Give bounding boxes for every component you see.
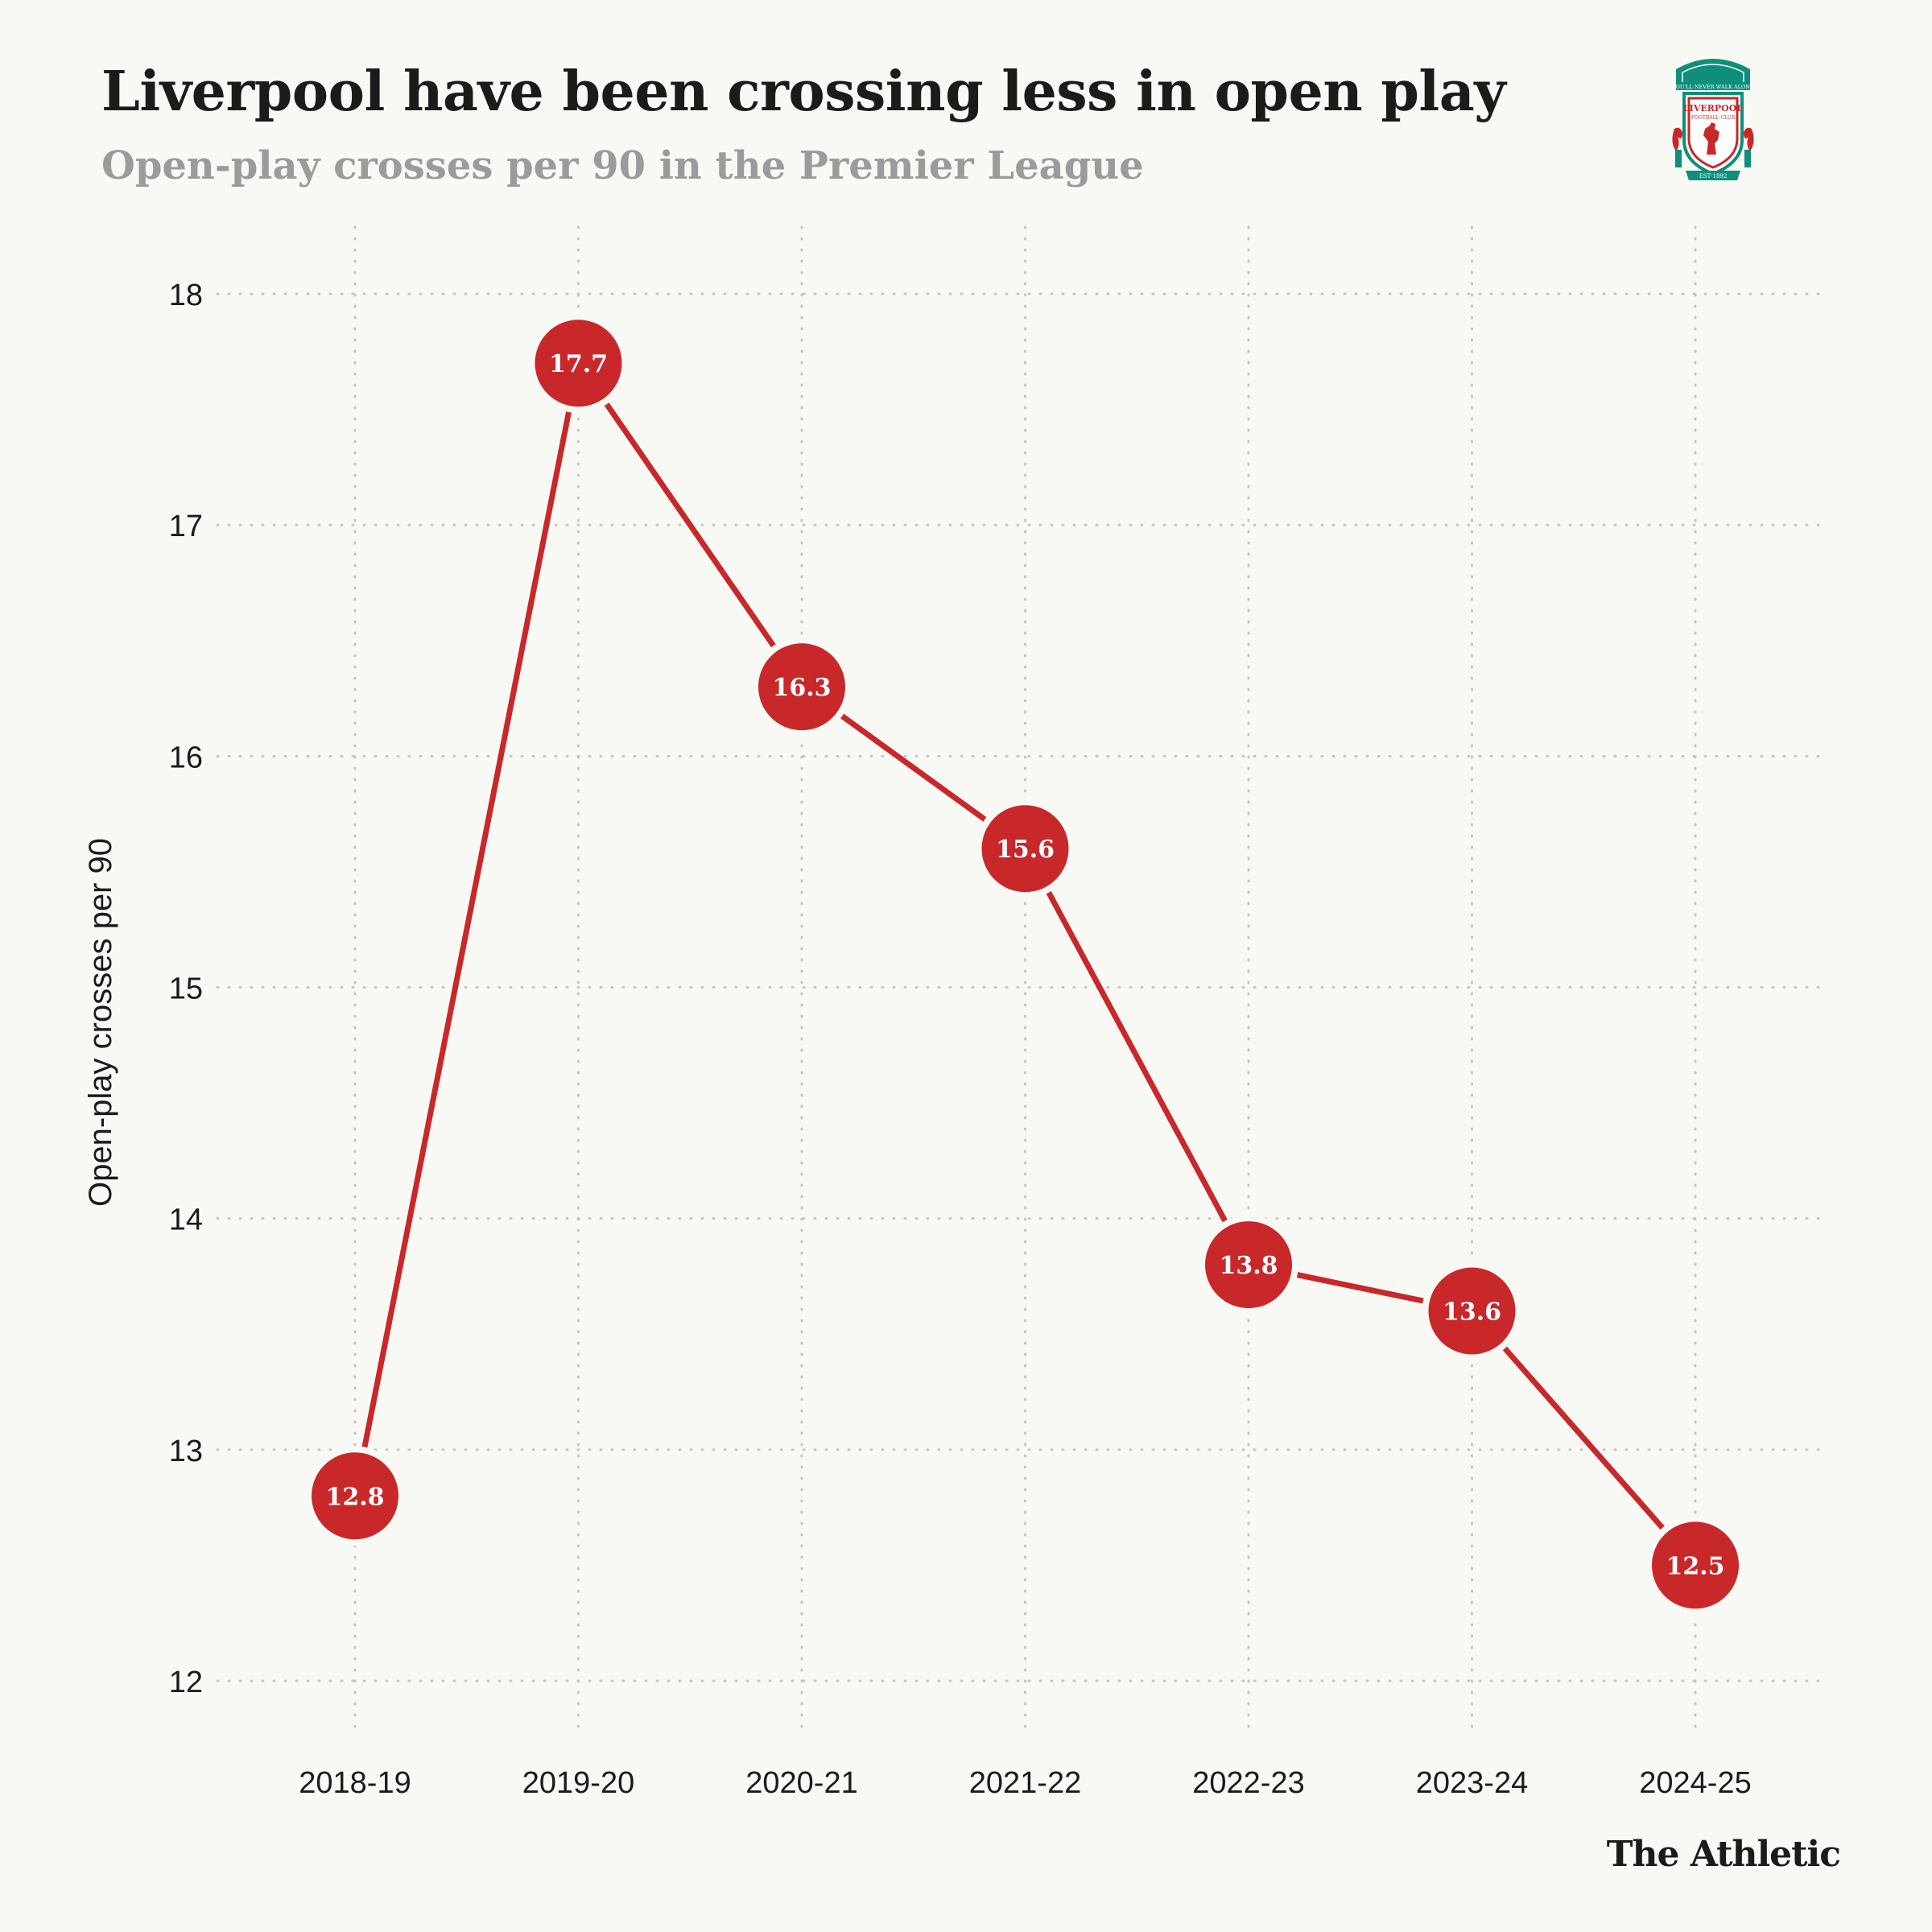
y-tick-label: 15	[169, 972, 203, 1006]
data-markers: 12.8 17.7 16.3 15.6 13.8 13.6 12.5	[305, 313, 1745, 1616]
data-point	[1652, 1521, 1739, 1609]
data-label: 15.6	[996, 836, 1055, 864]
y-tick-label: 16	[169, 741, 203, 774]
x-tick-label: 2019-20	[522, 1766, 634, 1800]
data-label: 13.6	[1443, 1298, 1501, 1327]
liverpool-fc-crest-icon: YOU'LL NEVER WALK ALONE LIVERPOOL FOOTBA…	[1671, 59, 1754, 180]
crest-motto: YOU'LL NEVER WALK ALONE	[1671, 84, 1754, 90]
x-tick-label: 2021-22	[969, 1766, 1081, 1800]
data-label: 17.7	[549, 350, 608, 378]
x-tick-label: 2024-25	[1639, 1766, 1751, 1800]
crest-club-name: LIVERPOOL	[1683, 103, 1743, 114]
x-axis-tick-labels: 2018-19 2019-20 2020-21 2021-22 2022-23 2023-…	[299, 1766, 1751, 1800]
x-tick-label: 2020-21	[745, 1766, 857, 1800]
chart-title: Liverpool have been crossing less in ope…	[101, 60, 1506, 124]
data-label: 13.8	[1219, 1252, 1278, 1280]
data-point	[535, 320, 622, 407]
data-point	[758, 643, 845, 731]
data-label: 12.5	[1666, 1552, 1724, 1580]
y-axis-tick-labels: 12 13 14 15 16 17 18	[169, 279, 203, 1699]
data-label: 16.3	[772, 674, 831, 702]
y-axis-label: Open-play crosses per 90	[83, 838, 118, 1207]
crest-sub: FOOTBALL CLUB	[1691, 115, 1736, 121]
chart-subtitle: Open-play crosses per 90 in the Premier …	[101, 143, 1144, 188]
publisher-logo: The Athletic	[1606, 1834, 1841, 1875]
y-tick-label: 18	[169, 279, 203, 312]
x-tick-label: 2018-19	[299, 1766, 411, 1800]
data-label: 12.8	[325, 1483, 384, 1511]
x-tick-label: 2022-23	[1192, 1766, 1304, 1800]
data-point	[312, 1452, 398, 1540]
x-tick-label: 2023-24	[1416, 1766, 1528, 1800]
y-tick-label: 12	[169, 1666, 203, 1699]
y-tick-label: 14	[169, 1203, 203, 1237]
gridlines	[216, 225, 1831, 1732]
data-point	[1205, 1221, 1292, 1309]
y-tick-label: 17	[169, 510, 203, 543]
data-point	[981, 805, 1069, 893]
data-point	[1428, 1267, 1516, 1355]
crest-est: EST·1892	[1699, 173, 1728, 180]
y-tick-label: 13	[169, 1435, 203, 1468]
